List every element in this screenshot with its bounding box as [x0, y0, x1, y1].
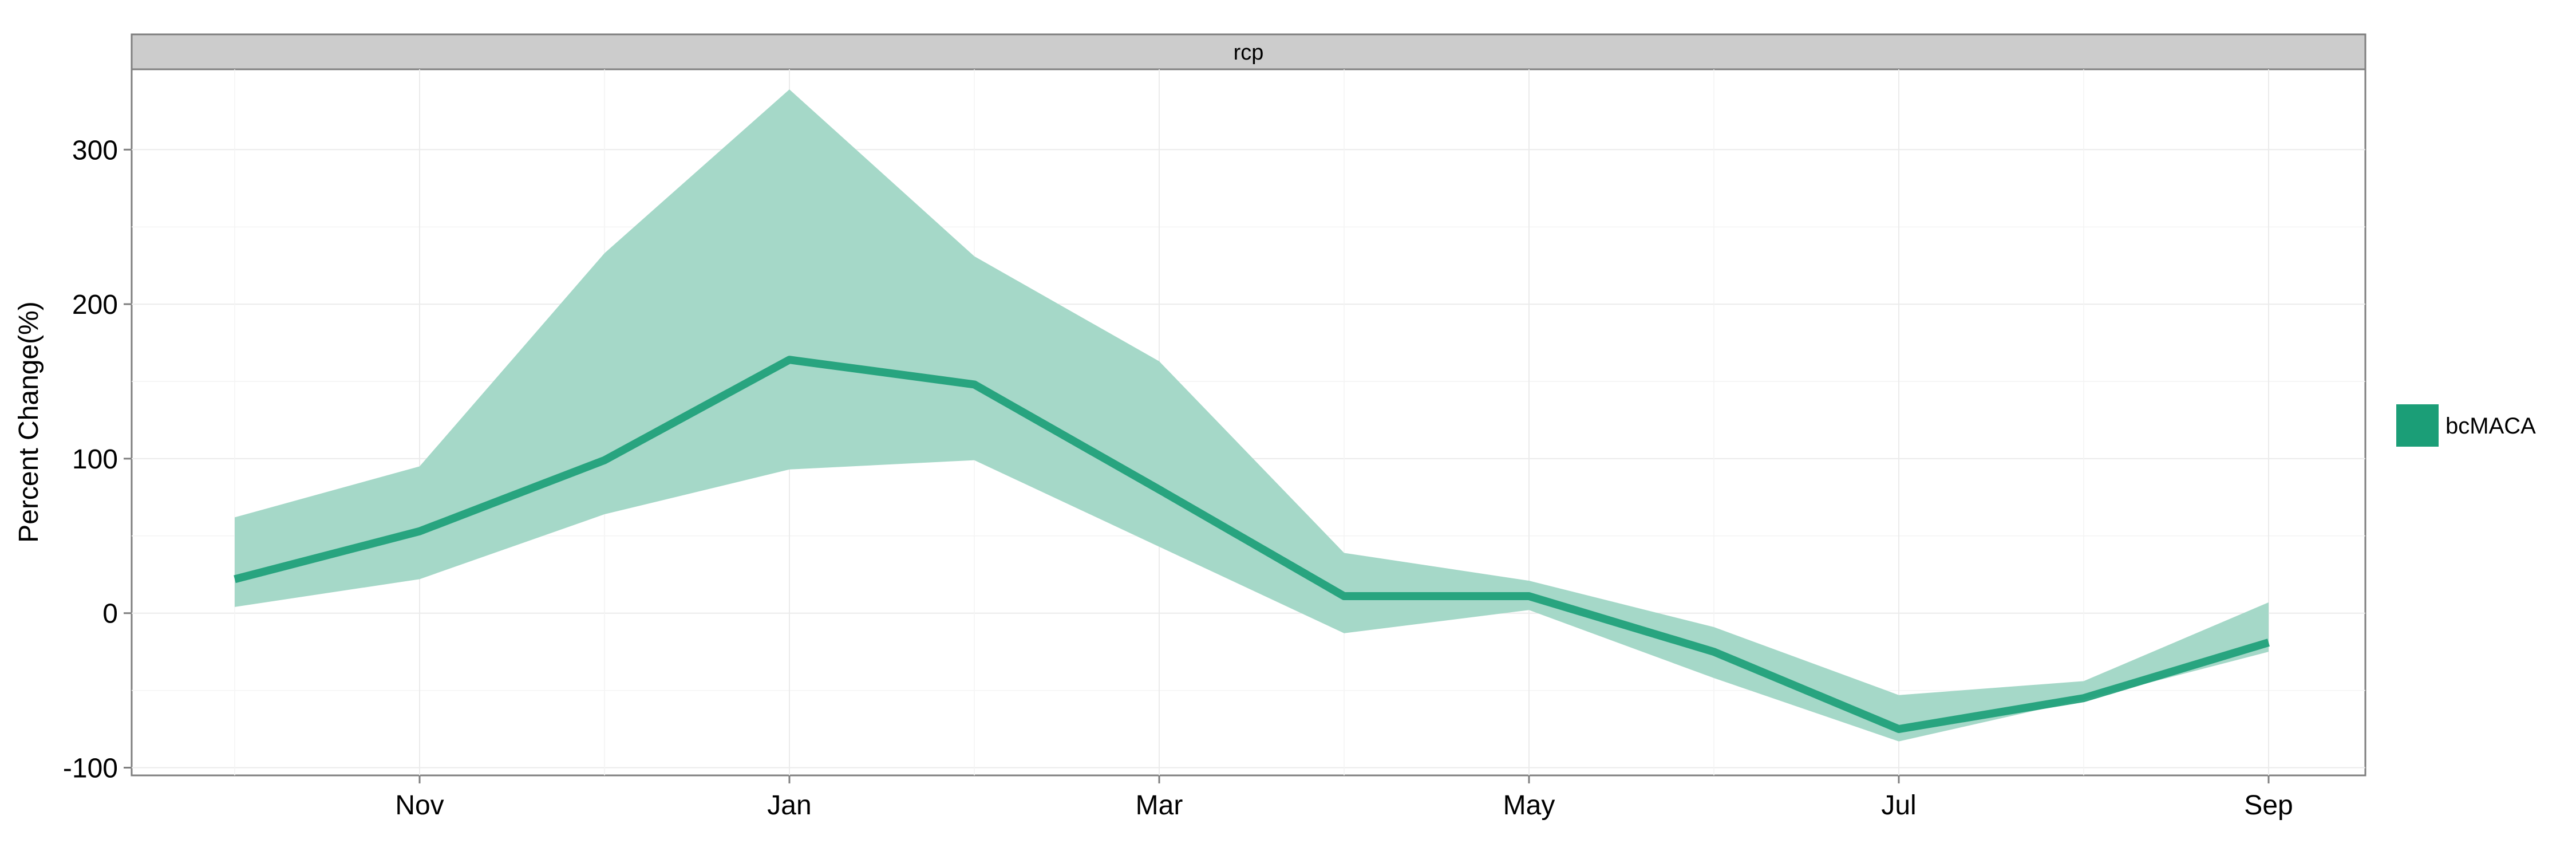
- legend-label: bcMACA: [2445, 413, 2536, 439]
- x-tick-label: Nov: [395, 790, 444, 821]
- x-tick-label: May: [1503, 790, 1555, 821]
- y-tick-label: 0: [102, 599, 118, 629]
- x-tick-label: Mar: [1136, 790, 1183, 821]
- legend-key: [2396, 404, 2439, 447]
- ribbon-layer: [235, 89, 2269, 742]
- y-axis: -100 0 100 200 300: [63, 135, 132, 784]
- facet-strip: [131, 33, 2366, 70]
- y-axis-title: Percent Change(%): [14, 301, 44, 543]
- y-tick-label: 300: [72, 135, 118, 166]
- facet-strip-label: rcp: [1234, 41, 1264, 65]
- y-tick-label: 200: [72, 290, 118, 320]
- ribbon-area: [235, 89, 2269, 742]
- y-tick-label: 100: [72, 444, 118, 475]
- y-tick-label: -100: [63, 754, 118, 784]
- x-axis: Nov Jan Mar May Jul Sep: [395, 775, 2293, 821]
- x-tick-label: Jul: [1881, 790, 1916, 821]
- x-tick-label: Sep: [2244, 790, 2293, 821]
- mean-line: [234, 356, 2270, 734]
- legend: bcMACA: [2396, 404, 2536, 447]
- mean-line-layer: [234, 356, 2270, 734]
- x-tick-label: Jan: [767, 790, 811, 821]
